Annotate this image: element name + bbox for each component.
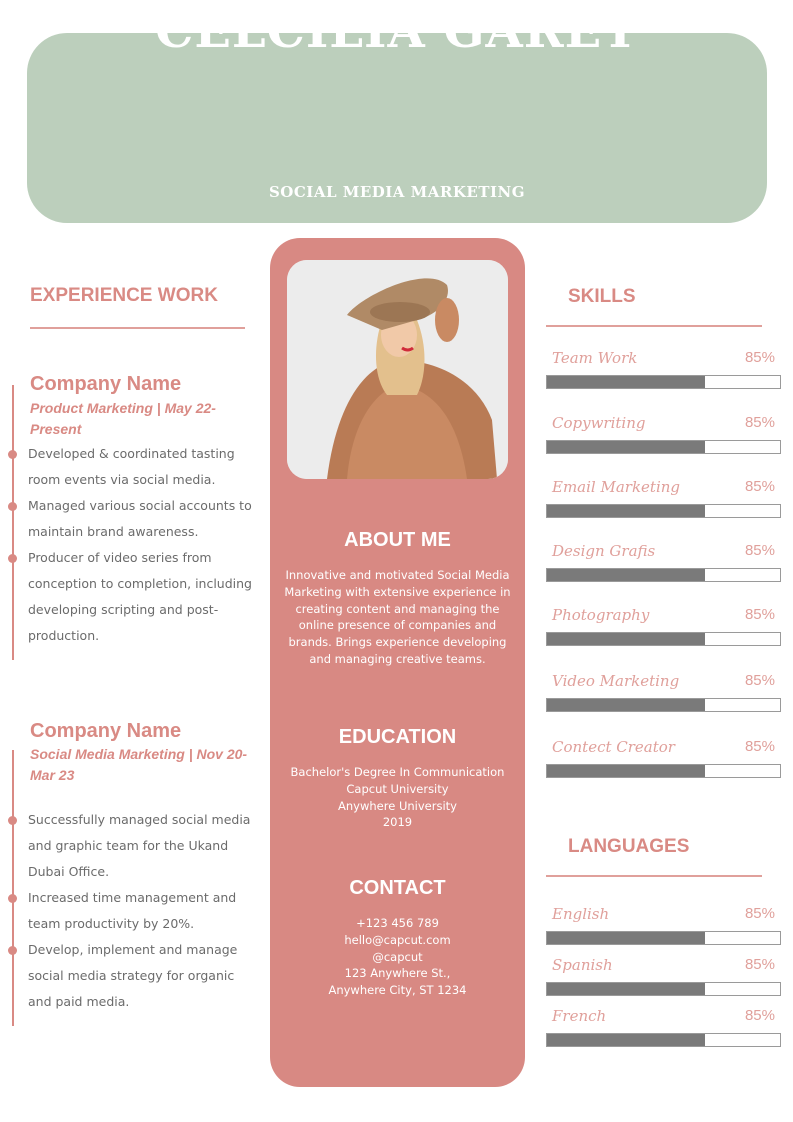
address-line-2: Anywhere City, ST 1234 <box>328 983 467 998</box>
list-item: Developed & coordinated tasting room eve… <box>8 441 263 493</box>
skills-label: Copywriting <box>552 414 646 432</box>
bullet-dot-icon <box>8 554 17 563</box>
languages-bar-fill <box>547 983 706 995</box>
bullet-dot-icon <box>8 816 17 825</box>
skills-label: Video Marketing <box>552 672 680 690</box>
bullet-dot-icon <box>8 450 17 459</box>
skills-percent: 85% <box>744 738 775 755</box>
skills-bar-fill <box>547 699 706 711</box>
center-panel: ABOUT ME Innovative and motivated Social… <box>270 238 525 1087</box>
skills-bar <box>546 632 781 646</box>
skills-bar-fill <box>547 505 706 517</box>
skills-bar-fill <box>547 376 706 388</box>
languages-bar <box>546 931 781 945</box>
job-role: Product Marketing | May 22-Present <box>30 400 216 437</box>
list-item: Increased time management and team produ… <box>8 885 253 937</box>
skills-bar <box>546 440 781 454</box>
list-item: Successfully managed social media and gr… <box>8 807 253 885</box>
profile-photo <box>287 260 508 479</box>
header-banner: CELCILIA GARET SOCIAL MEDIA MARKETING <box>27 3 767 223</box>
timeline-line <box>12 750 14 1026</box>
languages-label: French <box>552 1007 607 1025</box>
skills-label: Design Grafis <box>552 542 656 560</box>
job-bullets: Developed & coordinated tasting room eve… <box>8 441 263 649</box>
skills-bar-fill <box>547 765 706 777</box>
graduation-year: 2019 <box>382 815 413 830</box>
degree: Bachelor's Degree In Communication <box>290 765 505 779</box>
languages-label: English <box>552 905 610 923</box>
job-title: SOCIAL MEDIA MARKETING <box>268 183 526 201</box>
languages-percent: 85% <box>744 905 775 922</box>
job-role: Social Media Marketing | Nov 20-Mar 23 <box>30 746 248 783</box>
address-line-1: 123 Anywhere St., <box>344 966 451 981</box>
timeline-line <box>12 385 14 660</box>
bullet-dot-icon <box>8 894 17 903</box>
languages-bar-fill <box>547 932 706 944</box>
divider <box>546 875 762 877</box>
skills-label: Email Marketing <box>552 478 681 496</box>
about-text: Innovative and motivated Social Media Ma… <box>284 568 511 666</box>
social-handle: @capcut <box>372 949 423 964</box>
list-item: Producer of video series from conception… <box>8 545 263 649</box>
education-heading: EDUCATION <box>338 726 457 748</box>
school-location: Anywhere University <box>338 798 457 813</box>
languages-bar-fill <box>547 1034 706 1046</box>
company-name: Company Name <box>30 720 182 742</box>
contact-heading: CONTACT <box>349 877 446 899</box>
bullet-dot-icon <box>8 946 17 955</box>
email: hello@capcut.com <box>344 932 451 947</box>
skills-bar <box>546 764 781 778</box>
languages-bar <box>546 982 781 996</box>
list-item: Managed various social accounts to maint… <box>8 493 263 545</box>
skills-bar-fill <box>547 569 706 581</box>
skills-bar <box>546 568 781 582</box>
skills-label: Photography <box>552 606 650 624</box>
skills-bar-fill <box>547 633 706 645</box>
skills-label: Contect Creator <box>552 738 675 756</box>
job-bullets: Successfully managed social media and gr… <box>8 807 253 1015</box>
company-name: Company Name <box>30 373 182 395</box>
languages-percent: 85% <box>744 956 775 973</box>
divider <box>546 325 762 327</box>
skills-percent: 85% <box>744 542 775 559</box>
skills-heading: SKILLS <box>568 286 636 307</box>
skills-percent: 85% <box>744 478 775 495</box>
divider <box>30 327 245 329</box>
education-details: Bachelor's Degree In Communication Capcu… <box>280 764 515 831</box>
list-item: Develop, implement and manage social med… <box>8 937 253 1015</box>
skills-percent: 85% <box>744 606 775 623</box>
languages-percent: 85% <box>744 1007 775 1024</box>
about-heading: ABOUT ME <box>344 529 451 551</box>
skills-percent: 85% <box>744 672 775 689</box>
skills-label: Team Work <box>552 349 638 367</box>
skills-percent: 85% <box>744 349 775 366</box>
school: Capcut University <box>346 781 449 796</box>
contact-details: +123 456 789 hello@capcut.com @capcut 12… <box>280 915 515 999</box>
skills-bar-fill <box>547 441 706 453</box>
phone: +123 456 789 <box>356 916 439 930</box>
languages-label: Spanish <box>552 956 613 974</box>
experience-heading: EXPERIENCE WORK <box>30 285 218 306</box>
skills-bar <box>546 504 781 518</box>
skills-bar <box>546 375 781 389</box>
candidate-name: CELCILIA GARET <box>155 3 639 59</box>
skills-percent: 85% <box>744 414 775 431</box>
bullet-dot-icon <box>8 502 17 511</box>
languages-heading: LANGUAGES <box>568 836 690 857</box>
languages-bar <box>546 1033 781 1047</box>
skills-bar <box>546 698 781 712</box>
